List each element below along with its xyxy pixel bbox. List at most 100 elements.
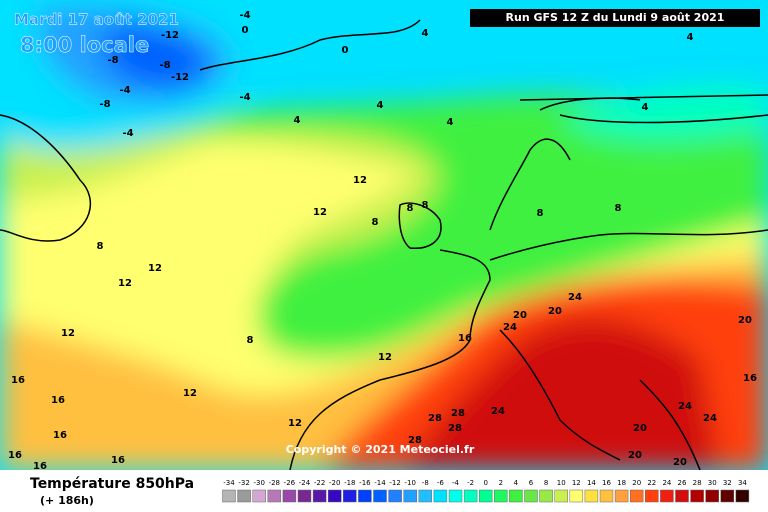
scale-label: 22 bbox=[647, 479, 656, 487]
scale-label: -32 bbox=[238, 479, 249, 487]
contour-label: 8 bbox=[422, 200, 429, 211]
scale-label: 6 bbox=[529, 479, 534, 487]
scale-label: -6 bbox=[437, 479, 445, 487]
contour-label: 12 bbox=[183, 388, 197, 399]
scale-swatch bbox=[418, 489, 433, 503]
contour-label: 12 bbox=[313, 207, 327, 218]
contour-label: 16 bbox=[33, 461, 47, 472]
scale-swatch bbox=[614, 489, 629, 503]
contour-label: 12 bbox=[378, 352, 392, 363]
field-title: Température 850hPa bbox=[30, 476, 194, 492]
scale-swatch bbox=[494, 489, 508, 503]
contour-label: 12 bbox=[61, 328, 75, 339]
scale-label: -22 bbox=[314, 479, 325, 487]
contour-label: 16 bbox=[743, 373, 757, 384]
scale-swatch bbox=[358, 489, 372, 503]
contour-label: 24 bbox=[703, 413, 717, 424]
copyright: Copyright © 2021 Meteociel.fr bbox=[286, 443, 475, 456]
contour-label: 24 bbox=[503, 322, 517, 333]
scale-swatch bbox=[282, 489, 297, 503]
scale-label: -10 bbox=[404, 479, 415, 487]
scale-swatch bbox=[705, 489, 719, 503]
scale-label: -4 bbox=[452, 479, 460, 487]
scale-swatch bbox=[297, 489, 312, 503]
scale-label: -20 bbox=[329, 479, 340, 487]
scale-label: -28 bbox=[269, 479, 280, 487]
scale-swatch bbox=[222, 489, 236, 503]
contour-label: 16 bbox=[11, 375, 25, 386]
scale-swatch bbox=[660, 489, 674, 503]
contour-label: 24 bbox=[568, 292, 582, 303]
contour-label: -8 bbox=[99, 99, 110, 110]
contour-label: 16 bbox=[51, 395, 65, 406]
scale-label: 8 bbox=[544, 479, 548, 487]
contour-label: 8 bbox=[407, 203, 414, 214]
scale-swatch bbox=[569, 489, 584, 503]
scale-label: 34 bbox=[738, 479, 747, 487]
scale-swatch bbox=[312, 489, 327, 503]
contour-label: 8 bbox=[615, 203, 622, 214]
scale-label: 12 bbox=[572, 479, 581, 487]
scale-label: 2 bbox=[499, 479, 503, 487]
lead-time: (+ 186h) bbox=[40, 494, 94, 507]
contour-label: 20 bbox=[673, 457, 687, 468]
contour-label: 12 bbox=[148, 263, 162, 274]
scale-label: 32 bbox=[723, 479, 732, 487]
contour-label: 16 bbox=[458, 333, 472, 344]
scale-label: 26 bbox=[678, 479, 687, 487]
scale-swatch bbox=[463, 489, 478, 503]
contour-label: 0 bbox=[242, 25, 249, 36]
scale-swatch bbox=[720, 489, 735, 503]
scale-label: -26 bbox=[284, 479, 296, 487]
scale-label: 14 bbox=[587, 479, 596, 487]
scale-swatch bbox=[645, 489, 659, 503]
scale-swatch bbox=[388, 489, 402, 503]
contour-label: -8 bbox=[107, 55, 118, 66]
scale-swatch bbox=[554, 489, 568, 503]
coastlines bbox=[0, 19, 768, 471]
scale-label: 4 bbox=[514, 479, 519, 487]
scale-swatch bbox=[267, 489, 282, 503]
contour-label: -4 bbox=[239, 92, 250, 103]
contour-label: 28 bbox=[451, 408, 465, 419]
run-info: Run GFS 12 Z du Lundi 9 août 2021 bbox=[506, 11, 725, 24]
contour-label: 8 bbox=[247, 335, 254, 346]
scale-swatch bbox=[629, 489, 644, 503]
contour-label: -12 bbox=[161, 30, 179, 41]
contour-label: 8 bbox=[97, 241, 104, 252]
contour-label: 28 bbox=[408, 435, 422, 446]
scale-swatch bbox=[675, 489, 689, 503]
contour-label: 4 bbox=[422, 28, 429, 39]
contour-label: -4 bbox=[122, 128, 133, 139]
scale-swatch bbox=[252, 489, 266, 503]
contour-label: 28 bbox=[448, 423, 462, 434]
contour-label: 4 bbox=[447, 117, 454, 128]
scale-swatch bbox=[433, 489, 448, 503]
valid-time: 8:00 locale bbox=[20, 33, 149, 57]
contour-labels: -12-8-12-8-8-4-4-400-44 444 41212881212128… bbox=[8, 10, 757, 472]
scale-label: 30 bbox=[708, 479, 717, 487]
scale-label: -16 bbox=[359, 479, 371, 487]
contour-label: -4 bbox=[119, 85, 130, 96]
contour-label: 16 bbox=[8, 450, 22, 461]
contour-label: 16 bbox=[53, 430, 67, 441]
temperature-field bbox=[0, 0, 768, 470]
contour-label: 12 bbox=[118, 278, 132, 289]
contour-label: 16 bbox=[111, 455, 125, 466]
scale-swatch bbox=[478, 489, 493, 503]
scale-label: -12 bbox=[389, 479, 400, 487]
scale-swatch bbox=[373, 489, 387, 503]
valid-date: Mardi 17 août 2021 bbox=[14, 11, 179, 29]
scale-label: -8 bbox=[422, 479, 429, 487]
contour-label: -12 bbox=[171, 72, 189, 83]
scale-swatch bbox=[403, 489, 417, 503]
scale-swatch bbox=[327, 489, 342, 503]
scale-swatch bbox=[343, 489, 357, 503]
contour-label: 4 bbox=[294, 115, 301, 126]
contour-label: 20 bbox=[548, 306, 562, 317]
scale-swatch bbox=[539, 489, 553, 503]
scale-label: -18 bbox=[344, 479, 355, 487]
map: -12-8-12-8-8-4-4-400-44 444 41212881212128… bbox=[0, 0, 768, 472]
contour-label: 4 bbox=[642, 102, 649, 113]
contour-label: 28 bbox=[428, 413, 442, 424]
